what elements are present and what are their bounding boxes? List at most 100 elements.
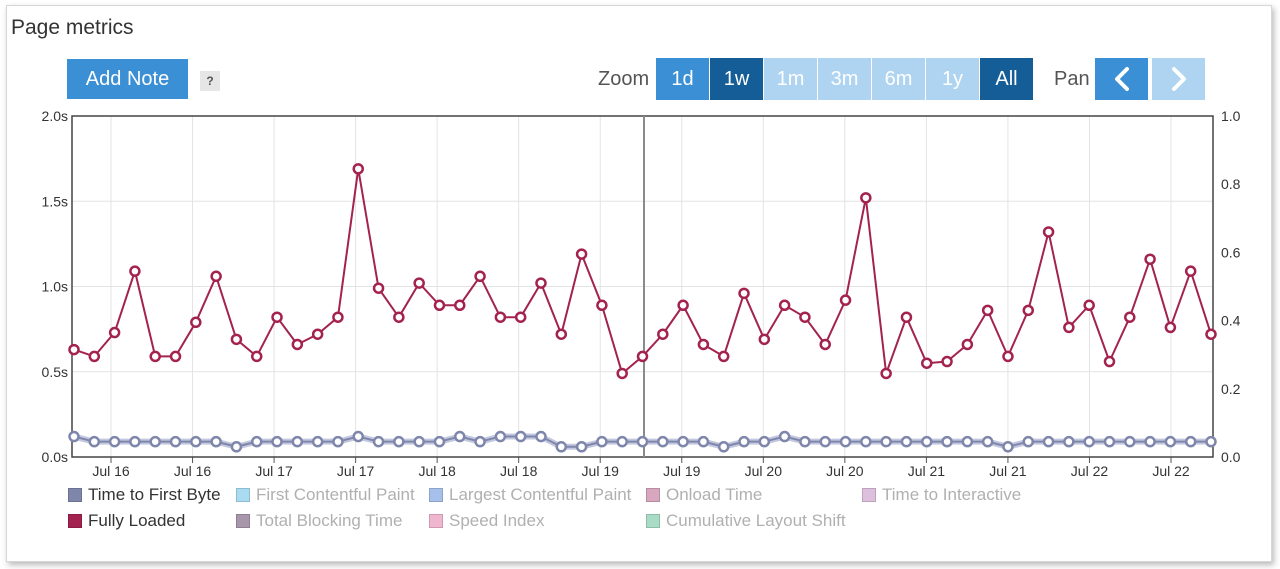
- x-tick-label: Jul 21: [989, 463, 1027, 479]
- data-point: [190, 316, 202, 329]
- legend-item[interactable]: Total Blocking Time: [236, 511, 402, 531]
- data-point: [413, 435, 425, 448]
- data-point: [1164, 321, 1177, 334]
- data-point: [352, 430, 364, 443]
- x-tick-label: Jul 22: [1071, 463, 1109, 479]
- legend-swatch: [236, 514, 250, 528]
- zoom-1m-button[interactable]: 1m: [764, 58, 817, 100]
- y-right-tick-label: 0.2: [1221, 381, 1241, 397]
- data-point: [108, 326, 121, 339]
- legend-item[interactable]: First Contentful Paint: [236, 485, 415, 505]
- data-point: [393, 311, 405, 323]
- data-point: [636, 350, 649, 363]
- legend-swatch: [68, 514, 82, 528]
- legend-item[interactable]: Time to Interactive: [862, 485, 1021, 505]
- data-point: [514, 311, 527, 323]
- data-point: [738, 287, 750, 300]
- data-point: [596, 435, 608, 448]
- y-right-tick-label: 0.0: [1221, 449, 1241, 465]
- chevron-right-icon: [1171, 67, 1186, 91]
- legend-swatch: [646, 488, 660, 502]
- data-point: [169, 350, 182, 363]
- data-point: [799, 435, 811, 448]
- legend-swatch: [429, 514, 443, 528]
- chevron-left-icon: [1114, 67, 1129, 91]
- data-point: [657, 328, 669, 340]
- zoom-6m-button[interactable]: 6m: [872, 58, 925, 100]
- data-point: [799, 311, 811, 323]
- data-point: [941, 355, 953, 368]
- data-point: [636, 435, 649, 448]
- y-right-tick-label: 1.0: [1221, 108, 1241, 124]
- x-tick-label: Jul 20: [826, 463, 864, 479]
- legend-swatch: [646, 514, 660, 528]
- legend-item[interactable]: Time to First Byte: [68, 485, 221, 505]
- data-point: [1042, 435, 1055, 448]
- x-tick-label: Jul 16: [92, 463, 130, 479]
- legend-label: Largest Contentful Paint: [449, 485, 632, 504]
- data-point: [454, 430, 466, 443]
- data-point: [921, 357, 933, 369]
- y-right-tick-label: 0.8: [1221, 176, 1241, 192]
- legend-item[interactable]: Largest Contentful Paint: [429, 485, 631, 505]
- legend-item[interactable]: Onload Time: [646, 485, 762, 505]
- panel-title: Page metrics: [11, 16, 134, 39]
- data-point: [677, 299, 689, 312]
- zoom-1w-button[interactable]: 1w: [710, 58, 763, 100]
- data-point: [981, 435, 994, 448]
- data-point: [311, 435, 324, 448]
- data-point: [413, 277, 425, 289]
- data-point: [819, 435, 831, 448]
- zoom-1d-button[interactable]: 1d: [656, 58, 709, 100]
- pan-label: Pan: [1054, 68, 1090, 90]
- data-point: [1083, 299, 1095, 312]
- data-point: [758, 333, 771, 346]
- data-point: [332, 435, 344, 448]
- data-point: [149, 350, 161, 363]
- data-point: [1184, 435, 1197, 448]
- data-point: [778, 430, 791, 443]
- data-point: [514, 430, 527, 443]
- add-note-button[interactable]: Add Note: [67, 59, 188, 99]
- data-point: [961, 338, 974, 351]
- y-left-tick-label: 0.0s: [42, 449, 68, 465]
- data-point: [372, 435, 385, 448]
- legend-item[interactable]: Fully Loaded: [68, 511, 185, 531]
- data-point: [880, 367, 892, 380]
- data-point: [697, 435, 710, 448]
- data-point: [433, 299, 446, 312]
- x-tick-label: Jul 18: [500, 463, 538, 479]
- data-point: [271, 311, 283, 323]
- data-point: [758, 435, 771, 448]
- y-right-tick-label: 0.6: [1221, 244, 1241, 260]
- legend-label: Onload Time: [666, 485, 763, 504]
- data-point: [1124, 435, 1136, 448]
- data-point: [1063, 435, 1075, 448]
- data-point: [1144, 253, 1156, 265]
- legend-label: Total Blocking Time: [256, 511, 403, 530]
- data-point: [1022, 304, 1035, 317]
- legend-swatch: [68, 488, 82, 502]
- data-point: [616, 435, 628, 448]
- pan-prev-button[interactable]: [1095, 58, 1148, 100]
- x-tick-label: Jul 17: [255, 463, 293, 479]
- data-point: [697, 338, 710, 351]
- legend-label: First Contentful Paint: [256, 485, 415, 504]
- x-tick-label: Jul 20: [745, 463, 783, 479]
- legend-item[interactable]: Speed Index: [429, 511, 544, 531]
- pan-next-button[interactable]: [1152, 58, 1205, 100]
- legend-item[interactable]: Cumulative Layout Shift: [646, 511, 846, 531]
- data-point: [941, 435, 953, 448]
- data-point: [1002, 441, 1014, 453]
- help-icon[interactable]: ?: [200, 71, 220, 91]
- data-point: [575, 441, 588, 453]
- zoom-3m-button[interactable]: 3m: [818, 58, 871, 100]
- legend-label: Cumulative Layout Shift: [666, 511, 846, 530]
- zoom-all-button[interactable]: All: [980, 58, 1033, 100]
- data-point: [149, 435, 161, 448]
- data-point: [250, 350, 263, 363]
- y-left-tick-label: 1.5s: [42, 193, 68, 209]
- data-point: [555, 328, 568, 340]
- data-point: [169, 435, 182, 448]
- zoom-1y-button[interactable]: 1y: [926, 58, 979, 100]
